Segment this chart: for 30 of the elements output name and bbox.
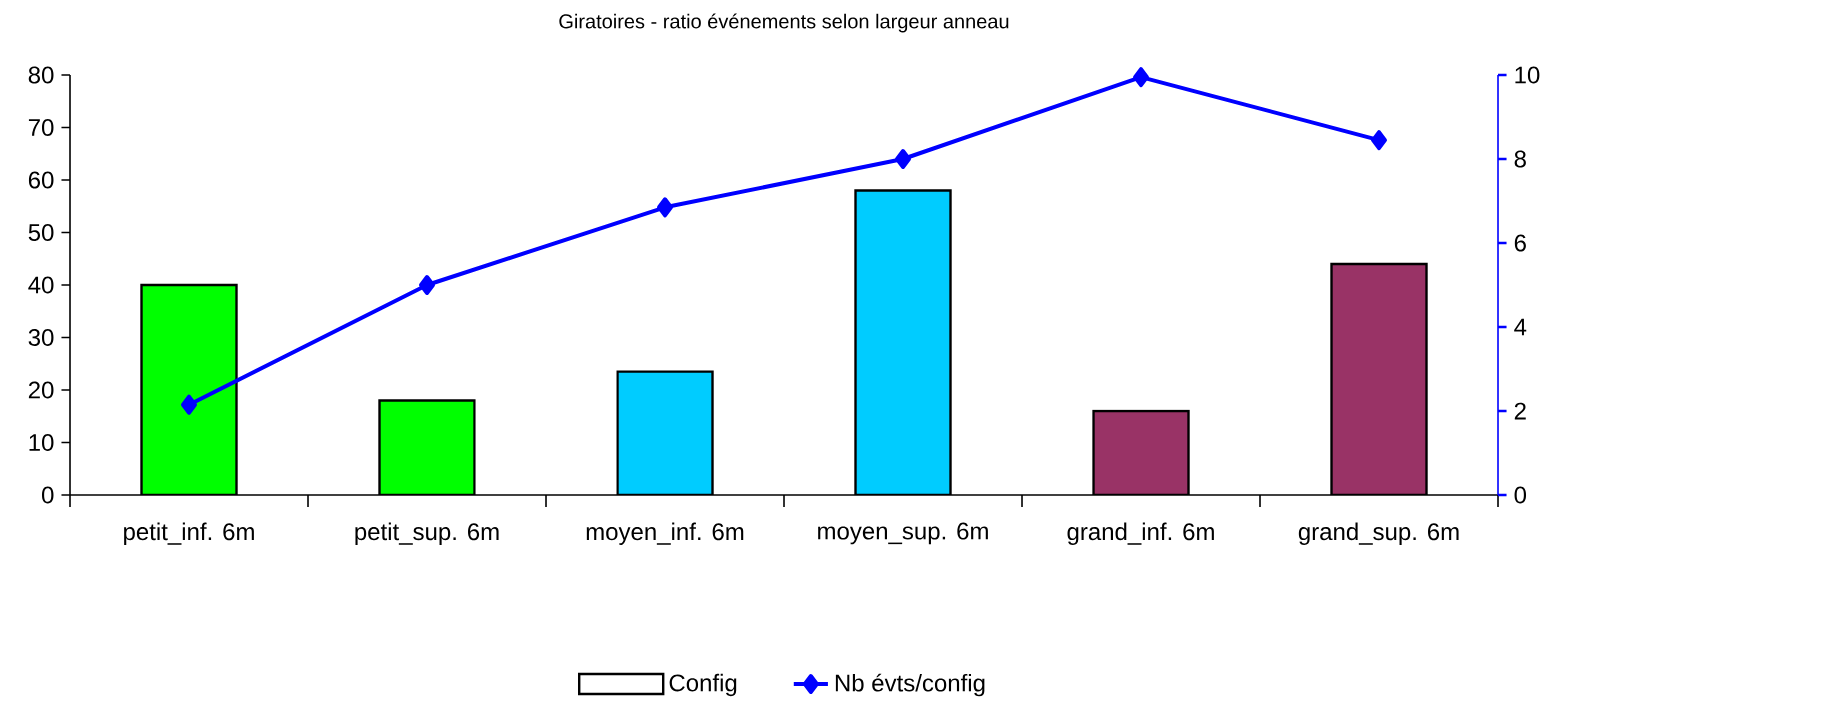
y-tick-label: 50 [28,224,54,241]
point [181,394,198,415]
x-tick-label: petit_sup. 6m [355,522,499,545]
y2-tick-label: 8 [1514,150,1526,168]
y-tick-label: 10 [29,434,54,451]
x-tick-label: grand_sup. 6m [1298,522,1459,545]
point [657,197,674,218]
y2-tick-label: 2 [1514,402,1526,420]
point [895,149,912,169]
point [1133,67,1150,88]
y2-tick-label: 6 [1514,234,1526,252]
y-tick-label: 0 [42,486,54,504]
point [1371,130,1388,151]
y2-tick-label: 4 [1514,318,1527,336]
y-tick-label: 20 [28,381,54,399]
x-tick-label: grand_inf. 6m [1067,522,1214,545]
y-tick-label: 80 [28,66,54,84]
legend-label: Config [669,673,737,697]
y-tick-label: 40 [28,276,54,294]
x-tick-label: moyen_inf. 6m [586,522,744,545]
y-tick-label: 60 [28,171,54,189]
y-tick-label: 70 [28,119,54,136]
chart-title: Giratoires - ratio événements selon largeur anneau [559,13,1009,33]
legend-label: Nb évts/config [835,673,985,697]
x-tick-label: moyen_sup. 6m [818,522,988,545]
point [419,275,436,295]
x-tick-label: petit_inf. 6m [124,522,254,545]
y-tick-label: 30 [28,329,54,346]
y2-tick-label: 10 [1515,66,1540,84]
y2-tick-label: 0 [1514,486,1527,504]
